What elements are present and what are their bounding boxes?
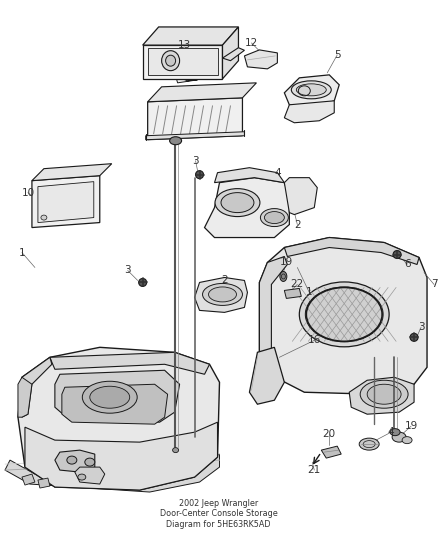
Polygon shape — [284, 177, 317, 215]
Polygon shape — [284, 288, 301, 298]
Text: 10: 10 — [21, 188, 35, 198]
Ellipse shape — [202, 284, 243, 305]
Text: 4: 4 — [274, 168, 281, 177]
Ellipse shape — [291, 81, 331, 99]
Text: 1: 1 — [306, 287, 313, 297]
Ellipse shape — [410, 333, 418, 341]
Ellipse shape — [261, 208, 288, 227]
Polygon shape — [349, 377, 414, 414]
Polygon shape — [38, 478, 50, 488]
Polygon shape — [22, 357, 52, 417]
Text: 2: 2 — [221, 276, 228, 286]
Ellipse shape — [265, 212, 284, 223]
Ellipse shape — [170, 137, 182, 145]
Polygon shape — [215, 168, 284, 183]
Text: 19: 19 — [404, 421, 418, 431]
Text: 21: 21 — [307, 465, 321, 475]
Ellipse shape — [297, 84, 326, 96]
Polygon shape — [50, 352, 209, 374]
Ellipse shape — [390, 429, 400, 435]
Polygon shape — [259, 238, 427, 394]
Polygon shape — [223, 48, 244, 61]
Text: 2002 Jeep Wrangler
Door-Center Console Storage
Diagram for 5HE63RK5AD: 2002 Jeep Wrangler Door-Center Console S… — [159, 499, 277, 529]
Polygon shape — [38, 182, 94, 223]
Polygon shape — [259, 256, 287, 357]
Ellipse shape — [82, 381, 137, 413]
Polygon shape — [32, 176, 100, 228]
Polygon shape — [321, 446, 341, 458]
Ellipse shape — [305, 287, 383, 342]
Text: 3: 3 — [192, 156, 199, 166]
Ellipse shape — [393, 251, 401, 259]
Polygon shape — [148, 98, 243, 140]
Text: 6: 6 — [404, 260, 410, 270]
Ellipse shape — [78, 474, 86, 480]
Polygon shape — [75, 467, 105, 484]
Text: 22: 22 — [291, 279, 304, 289]
Polygon shape — [148, 48, 218, 75]
Text: 5: 5 — [334, 50, 341, 60]
Polygon shape — [284, 75, 339, 108]
Ellipse shape — [215, 189, 260, 216]
Ellipse shape — [173, 448, 179, 453]
Ellipse shape — [67, 456, 77, 464]
Text: 3: 3 — [418, 322, 424, 333]
Text: 13: 13 — [178, 40, 191, 50]
Text: 19: 19 — [280, 257, 293, 268]
Polygon shape — [55, 370, 180, 422]
Ellipse shape — [208, 287, 237, 302]
Polygon shape — [194, 278, 247, 312]
Text: 16: 16 — [307, 335, 321, 345]
Text: 3: 3 — [124, 265, 131, 276]
Ellipse shape — [280, 271, 287, 281]
Text: 1: 1 — [19, 247, 25, 257]
Ellipse shape — [221, 192, 254, 213]
Polygon shape — [223, 27, 238, 79]
Ellipse shape — [139, 278, 147, 286]
Polygon shape — [62, 384, 168, 424]
Polygon shape — [5, 454, 219, 492]
Polygon shape — [25, 422, 218, 490]
Ellipse shape — [402, 437, 412, 443]
Polygon shape — [176, 76, 198, 83]
Ellipse shape — [41, 215, 47, 220]
Polygon shape — [205, 177, 290, 238]
Polygon shape — [18, 348, 219, 490]
Ellipse shape — [299, 282, 389, 347]
Polygon shape — [284, 101, 334, 123]
Text: 2: 2 — [294, 220, 300, 230]
Polygon shape — [148, 83, 256, 102]
Polygon shape — [32, 164, 112, 181]
Polygon shape — [244, 50, 277, 69]
Polygon shape — [18, 377, 32, 417]
Ellipse shape — [162, 51, 180, 71]
Polygon shape — [249, 348, 284, 404]
Ellipse shape — [166, 55, 176, 66]
Ellipse shape — [90, 386, 130, 408]
Text: 12: 12 — [245, 38, 258, 48]
Ellipse shape — [359, 438, 379, 450]
Ellipse shape — [85, 458, 95, 466]
Polygon shape — [284, 238, 419, 264]
Ellipse shape — [392, 432, 406, 442]
Polygon shape — [143, 45, 223, 79]
Ellipse shape — [367, 384, 401, 404]
Ellipse shape — [195, 171, 204, 179]
Text: 4: 4 — [388, 427, 395, 437]
Text: 7: 7 — [431, 279, 437, 289]
Text: 20: 20 — [323, 429, 336, 439]
Polygon shape — [22, 474, 35, 485]
Polygon shape — [55, 450, 95, 472]
Polygon shape — [143, 27, 238, 45]
Ellipse shape — [360, 380, 408, 408]
Polygon shape — [146, 132, 244, 140]
